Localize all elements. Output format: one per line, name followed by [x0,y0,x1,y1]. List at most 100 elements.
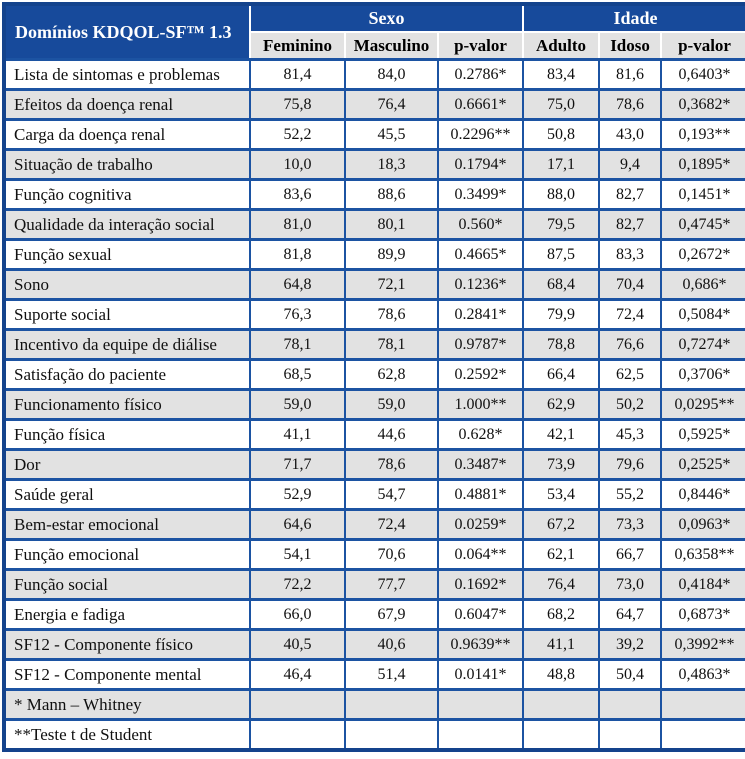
col-header-pvalor-idade: p-valor [660,31,745,61]
value-cell: 52,9 [249,478,346,511]
table-row: **Teste t de Student [3,718,745,752]
value-cell: 0.628* [436,418,525,451]
value-cell: 59,0 [249,388,346,421]
value-cell [249,688,346,721]
table-row: Sono 64,8 72,1 0.1236* 68,4 70,4 0,686* [3,268,745,301]
value-cell: 42,1 [522,418,601,451]
value-cell: 81,4 [249,58,346,91]
value-cell: 77,7 [344,568,439,601]
value-cell: 52,2 [249,118,346,151]
value-cell [249,718,346,752]
value-cell: 0.6047* [436,598,525,631]
value-cell [522,718,601,752]
value-cell: 44,6 [344,418,439,451]
value-cell: 1.000** [436,388,525,421]
value-cell: 89,9 [344,238,439,271]
value-cell: 51,4 [344,658,439,691]
value-cell: 79,6 [598,448,663,481]
value-cell: 64,8 [249,268,346,301]
value-cell: 45,5 [344,118,439,151]
value-cell: 0,0963* [660,508,745,541]
value-cell: 83,6 [249,178,346,211]
table-header: Domínios KDQOL-SF™ 1.3 Sexo Idade Femini… [3,3,745,61]
value-cell: 41,1 [522,628,601,661]
value-cell: 70,4 [598,268,663,301]
value-cell: 66,0 [249,598,346,631]
value-cell: 46,4 [249,658,346,691]
value-cell: 88,0 [522,178,601,211]
value-cell: 62,5 [598,358,663,391]
col-header-idoso: Idoso [598,31,663,61]
value-cell: 0.1692* [436,568,525,601]
domain-cell: Função emocional [3,538,251,571]
value-cell: 71,7 [249,448,346,481]
value-cell: 78,1 [249,328,346,361]
value-cell: 59,0 [344,388,439,421]
value-cell [344,688,439,721]
value-cell [660,688,745,721]
table-row: Função emocional 54,1 70,6 0.064** 62,1 66,7 0… [3,538,745,571]
value-cell: 66,4 [522,358,601,391]
value-cell: 0,2525* [660,448,745,481]
domain-cell: Satisfação do paciente [3,358,251,391]
value-cell: 0,6873* [660,598,745,631]
value-cell: 0.6661* [436,88,525,121]
value-cell: 50,8 [522,118,601,151]
value-cell: 79,9 [522,298,601,331]
value-cell: 40,6 [344,628,439,661]
value-cell: 80,1 [344,208,439,241]
domain-cell: Função social [3,568,251,601]
value-cell: 45,3 [598,418,663,451]
value-cell: 0,1895* [660,148,745,181]
table-row: Suporte social 76,3 78,6 0.2841* 79,9 72,4 0,5… [3,298,745,331]
table-row: Função física 41,1 44,6 0.628* 42,1 45,3 0,592… [3,418,745,451]
value-cell: 67,9 [344,598,439,631]
value-cell: 62,1 [522,538,601,571]
table-title: Domínios KDQOL-SF™ 1.3 [3,3,251,61]
table-row: Satisfação do paciente 68,5 62,8 0.2592* 66,… [3,358,745,391]
value-cell: 0,2672* [660,238,745,271]
value-cell: 40,5 [249,628,346,661]
domain-cell: SF12 - Componente mental [3,658,251,691]
value-cell: 73,0 [598,568,663,601]
value-cell: 0.2592* [436,358,525,391]
domain-cell: Incentivo da equipe de diálise [3,328,251,361]
value-cell: 0.560* [436,208,525,241]
value-cell: 0.3487* [436,448,525,481]
domain-cell: Funcionamento físico [3,388,251,421]
subheader-row: Feminino Masculino p-valor Adulto Idoso … [4,31,745,61]
value-cell: 0,0295** [660,388,745,421]
value-cell: 0.0141* [436,658,525,691]
value-cell: 66,7 [598,538,663,571]
value-cell: 72,2 [249,568,346,601]
value-cell: 0,5084* [660,298,745,331]
group-header-idade: Idade [522,3,745,33]
value-cell: 83,4 [522,58,601,91]
value-cell: 0.2786* [436,58,525,91]
value-cell: 72,4 [344,508,439,541]
value-cell: 18,3 [344,148,439,181]
value-cell: 73,3 [598,508,663,541]
value-cell: 54,7 [344,478,439,511]
value-cell: 64,6 [249,508,346,541]
value-cell: 0,3682* [660,88,745,121]
domain-cell: Qualidade da interação social [3,208,251,241]
value-cell: 68,4 [522,268,601,301]
value-cell: 0,5925* [660,418,745,451]
value-cell: 78,8 [522,328,601,361]
value-cell: 50,4 [598,658,663,691]
table-row: Incentivo da equipe de diálise 78,1 78,1 0.… [3,328,745,361]
table-row: Função cognitiva 83,6 88,6 0.3499* 88,0 82,7 0… [3,178,745,211]
value-cell: 0,4184* [660,568,745,601]
domain-cell: Lista de sintomas e problemas [3,58,251,91]
value-cell: 0.1794* [436,148,525,181]
domain-cell: Carga da doença renal [3,118,251,151]
table-row: SF12 - Componente físico 40,5 40,6 0.9639**… [3,628,745,661]
col-header-feminino: Feminino [249,31,346,61]
col-header-adulto: Adulto [522,31,601,61]
value-cell: 76,6 [598,328,663,361]
domain-cell: Suporte social [3,298,251,331]
domain-cell: Saúde geral [3,478,251,511]
